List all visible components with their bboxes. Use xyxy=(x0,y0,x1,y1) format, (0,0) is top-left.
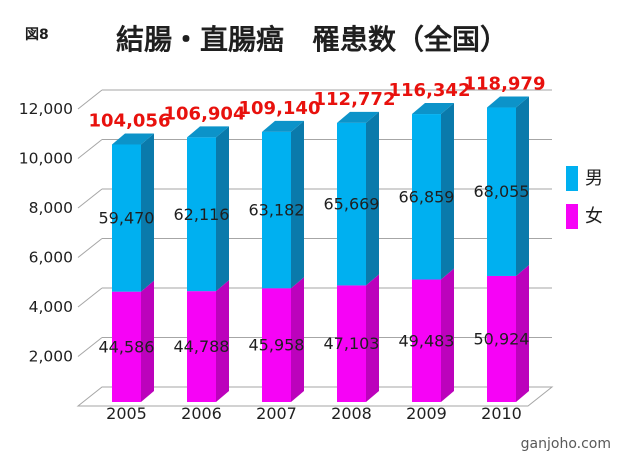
bar-top-male xyxy=(487,96,529,108)
value-label-female: 45,958 xyxy=(249,336,305,355)
legend-label-female: 女 xyxy=(585,205,603,227)
legend-item-female: 女 xyxy=(566,204,603,229)
y-axis-tick-line xyxy=(77,287,103,308)
bar-side-male xyxy=(291,120,304,289)
bar-segment-male xyxy=(262,131,291,289)
value-label-male: 63,182 xyxy=(249,201,305,220)
bar-side-female xyxy=(216,280,229,402)
x-tick-label: 2009 xyxy=(406,404,447,423)
bar-segment-female xyxy=(187,291,216,402)
bar-side-female xyxy=(141,280,154,402)
bar-top-male xyxy=(262,120,304,132)
total-label: 104,056 xyxy=(89,110,171,131)
value-label-male: 59,470 xyxy=(99,209,155,228)
value-label-female: 49,483 xyxy=(399,331,455,350)
bar-top-male xyxy=(187,126,229,138)
y-axis-tick-line xyxy=(77,188,103,209)
value-label-female: 44,788 xyxy=(174,337,230,356)
bar-segment-male xyxy=(187,137,216,292)
bar-top-male xyxy=(112,133,154,145)
value-label-female: 44,586 xyxy=(99,337,155,356)
value-label-male: 66,859 xyxy=(399,187,455,206)
bar-side-male xyxy=(516,96,529,276)
total-label: 109,140 xyxy=(239,98,321,119)
bar-side-male xyxy=(441,103,454,280)
bar-segment-female xyxy=(412,279,441,402)
value-label-male: 68,055 xyxy=(474,182,530,201)
y-axis-tick-line xyxy=(77,89,103,110)
bar-segment-female xyxy=(487,275,516,402)
y-tick-label: 4,000 xyxy=(29,298,73,316)
bar-side-female xyxy=(291,277,304,402)
value-label-male: 62,116 xyxy=(174,205,230,224)
bar-top-male xyxy=(412,103,454,115)
legend-label-male: 男 xyxy=(585,167,603,189)
bar-side-male xyxy=(216,126,229,292)
x-tick-label: 2005 xyxy=(106,404,147,423)
y-axis-tick-line xyxy=(77,238,103,258)
x-tick-label: 2006 xyxy=(181,404,222,423)
value-label-male: 65,669 xyxy=(324,195,380,214)
bar-segment-male xyxy=(112,144,141,292)
y-tick-label: 8,000 xyxy=(29,199,73,217)
bar-side-male xyxy=(141,133,154,292)
total-label: 118,979 xyxy=(464,74,546,95)
legend: 男 女 xyxy=(566,166,603,229)
y-axis-tick-line xyxy=(77,139,103,159)
x-tick-label: 2007 xyxy=(256,404,297,423)
bar-side-female xyxy=(441,268,454,402)
legend-swatch-female-icon xyxy=(566,204,578,229)
bar-segment-female xyxy=(262,288,291,402)
y-tick-label: 12,000 xyxy=(19,100,73,118)
y-tick-label: 6,000 xyxy=(29,249,73,267)
bar-segment-male xyxy=(487,107,516,276)
figure-label: 図8 xyxy=(25,27,49,43)
y-axis-tick-line xyxy=(77,337,103,357)
bar-segment-male xyxy=(337,122,366,286)
total-label: 112,772 xyxy=(314,89,396,110)
y-tick-label: 10,000 xyxy=(19,150,73,168)
bar-side-male xyxy=(366,111,379,286)
x-tick-label: 2008 xyxy=(331,404,372,423)
chart-title: 結腸・直腸癌 罹患数（全国） xyxy=(115,23,508,56)
value-label-female: 50,924 xyxy=(474,329,530,348)
bar-segment-female xyxy=(112,291,141,402)
legend-item-male: 男 xyxy=(566,166,603,191)
total-label: 106,904 xyxy=(164,103,246,124)
legend-swatch-male-icon xyxy=(566,166,578,191)
x-tick-label: 2010 xyxy=(481,404,522,423)
bar-segment-female xyxy=(337,285,366,402)
total-label: 116,342 xyxy=(389,80,471,101)
bar-side-female xyxy=(366,274,379,402)
bar-side-female xyxy=(516,264,529,402)
y-tick-label: 2,000 xyxy=(29,348,73,366)
bar-segment-male xyxy=(412,114,441,280)
value-label-female: 47,103 xyxy=(324,334,380,353)
watermark: ganjoho.com xyxy=(520,436,611,452)
bar-top-male xyxy=(337,111,379,123)
